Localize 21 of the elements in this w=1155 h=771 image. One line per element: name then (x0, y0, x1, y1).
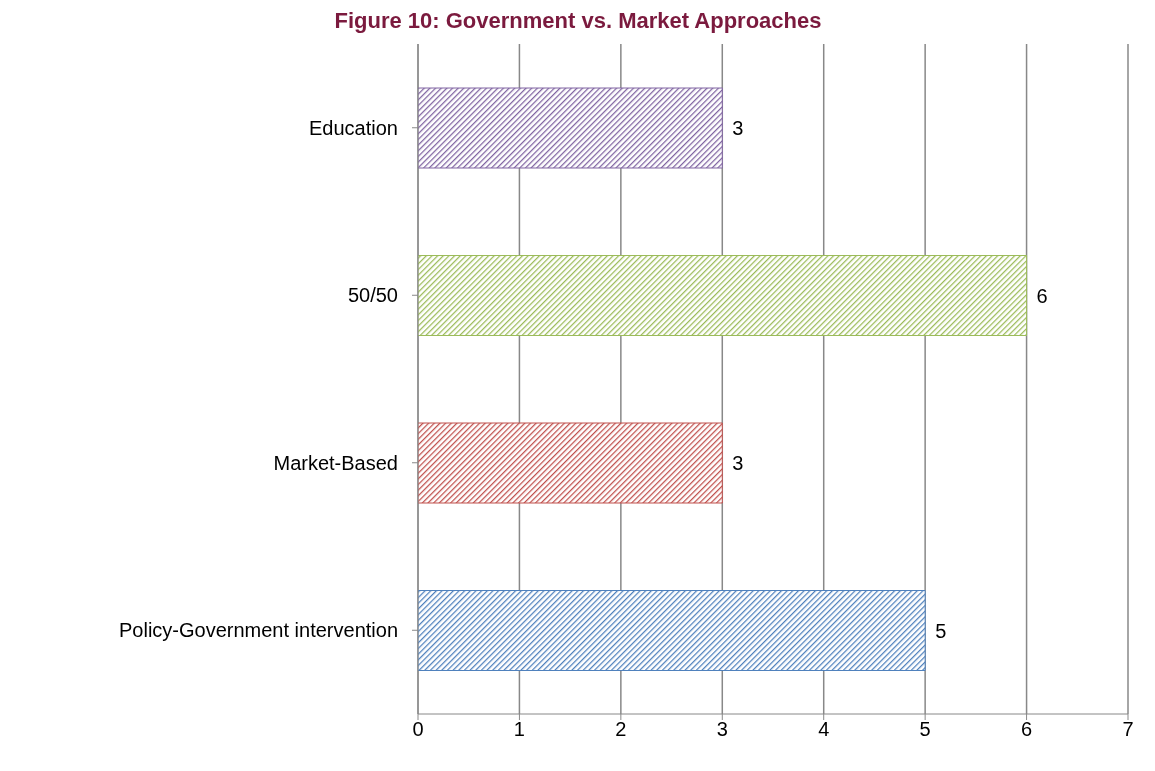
x-tick-label: 2 (615, 718, 627, 741)
y-tick-label: Education (309, 116, 398, 139)
chart-title: Figure 10: Government vs. Market Approaches (333, 8, 823, 34)
bar (418, 590, 926, 671)
y-tick-label: Policy-Government intervention (118, 619, 398, 642)
data-label: 6 (1036, 284, 1048, 307)
data-label: 5 (935, 619, 947, 642)
bar (418, 255, 1028, 336)
y-tick-label: 50/50 (347, 284, 398, 307)
x-tick-label: 7 (1122, 718, 1134, 741)
bar (418, 422, 723, 504)
data-label: 3 (732, 117, 744, 140)
x-tick-label: 5 (919, 718, 931, 741)
x-tick-label: 1 (513, 718, 525, 741)
x-tick-label: 3 (716, 718, 728, 741)
x-tick-label: 0 (412, 718, 424, 741)
x-tick-label: 6 (1021, 718, 1033, 741)
y-tick-label: Market-Based (273, 451, 398, 474)
data-label: 3 (732, 452, 744, 475)
x-tick-label: 4 (818, 718, 830, 741)
bar (418, 87, 723, 169)
